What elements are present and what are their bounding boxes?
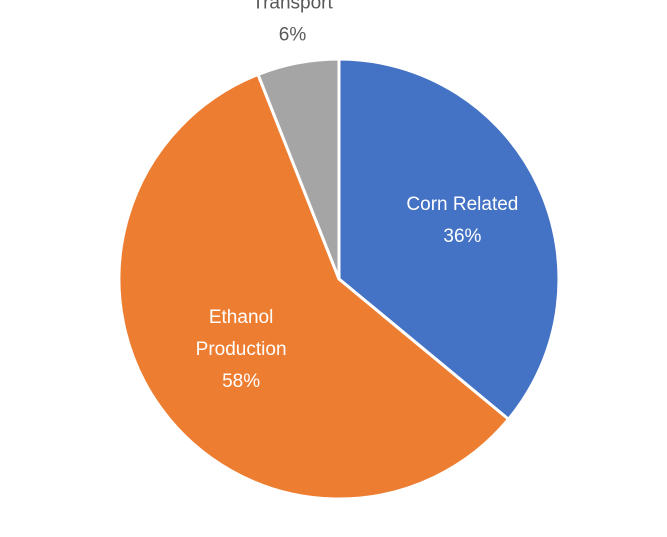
- pie-category-label: Corn Related: [406, 194, 518, 215]
- pie-labels: Corn Related 36% Ethanol Production 58% Trans…: [196, 0, 519, 392]
- pie-value-label: 6%: [279, 24, 307, 45]
- pie-label-transport: Transport 6%: [252, 0, 333, 45]
- pie-slices: [117, 57, 561, 501]
- pie-category-label: Production: [196, 339, 287, 360]
- pie-category-label: Transport: [252, 0, 333, 13]
- pie-label-ethanol-production: Ethanol Production 58%: [196, 307, 287, 392]
- pie-slice-corn-related: [337, 57, 561, 421]
- pie-slice-transport: [256, 57, 341, 281]
- pie-value-label: 58%: [222, 371, 260, 392]
- pie-slice-ethanol-production: [117, 72, 511, 501]
- pie-label-corn-related: Corn Related 36%: [406, 194, 518, 247]
- pie-value-label: 36%: [443, 226, 481, 247]
- pie-category-label: Ethanol: [209, 307, 273, 328]
